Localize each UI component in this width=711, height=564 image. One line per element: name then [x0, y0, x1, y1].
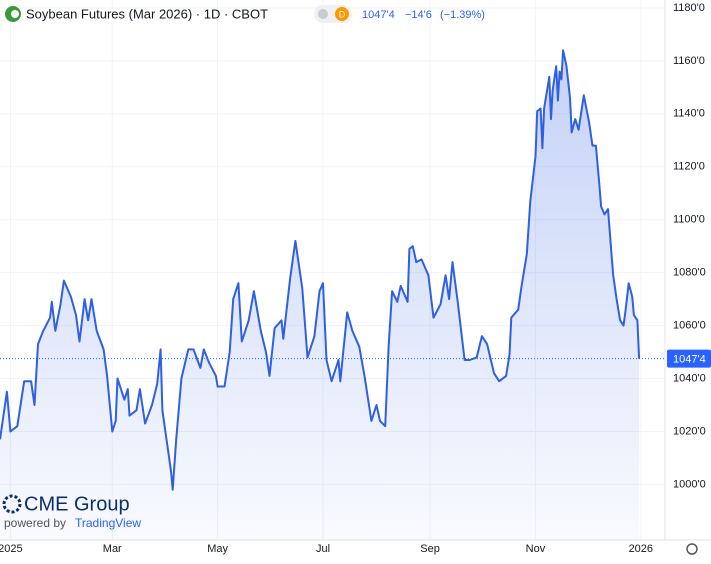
y-tick-label: 1020'0: [673, 425, 706, 437]
change: −14'6: [405, 9, 432, 21]
y-tick-label: 1080'0: [673, 267, 706, 279]
change-pct: (−1.39%): [440, 9, 485, 21]
interval-badge: D: [339, 9, 346, 19]
plot: [0, 49, 665, 541]
brand: CME Group: [24, 493, 130, 515]
badge-dot: [318, 9, 328, 19]
y-tick-label: 1060'0: [673, 319, 706, 331]
x-tick-label: Nov: [526, 543, 546, 555]
y-tick-label: 1140'0: [673, 108, 705, 120]
y-tick-label: 1100'0: [673, 214, 705, 226]
last-price-badge: [667, 349, 711, 368]
platform[interactable]: TradingView: [75, 516, 141, 530]
x-tick-label: Sep: [420, 543, 440, 555]
logo-icon: [2, 494, 22, 514]
last-price: 1047'4: [362, 9, 395, 21]
header: Soybean Futures (Mar 2026) · 1D · CBOT D…: [5, 5, 485, 23]
y-tick-label: 1120'0: [673, 161, 705, 173]
x-tick-label: 2026: [629, 543, 653, 555]
last-price-label: 1047'4: [673, 354, 706, 366]
logo: CME Group powered by TradingView: [2, 493, 141, 530]
x-tick-label: Jul: [316, 543, 330, 555]
badge-circle: [335, 7, 349, 21]
y-tick-label: 1180'0: [673, 2, 705, 14]
y-tick-label: 1000'0: [673, 478, 706, 490]
y-tick-label: 1160'0: [673, 55, 705, 67]
title: Soybean Futures (Mar 2026) · 1D · CBOT: [26, 6, 268, 21]
x-tick-label: May: [207, 543, 228, 555]
x-tick-label: Mar: [103, 543, 122, 555]
settings-icon[interactable]: [686, 543, 698, 555]
y-tick-label: 1040'0: [673, 372, 706, 384]
x-tick-label: 2025: [0, 543, 23, 555]
symbol-icon: [11, 10, 19, 18]
powered-by: powered by: [4, 516, 66, 530]
line: [0, 49, 641, 491]
